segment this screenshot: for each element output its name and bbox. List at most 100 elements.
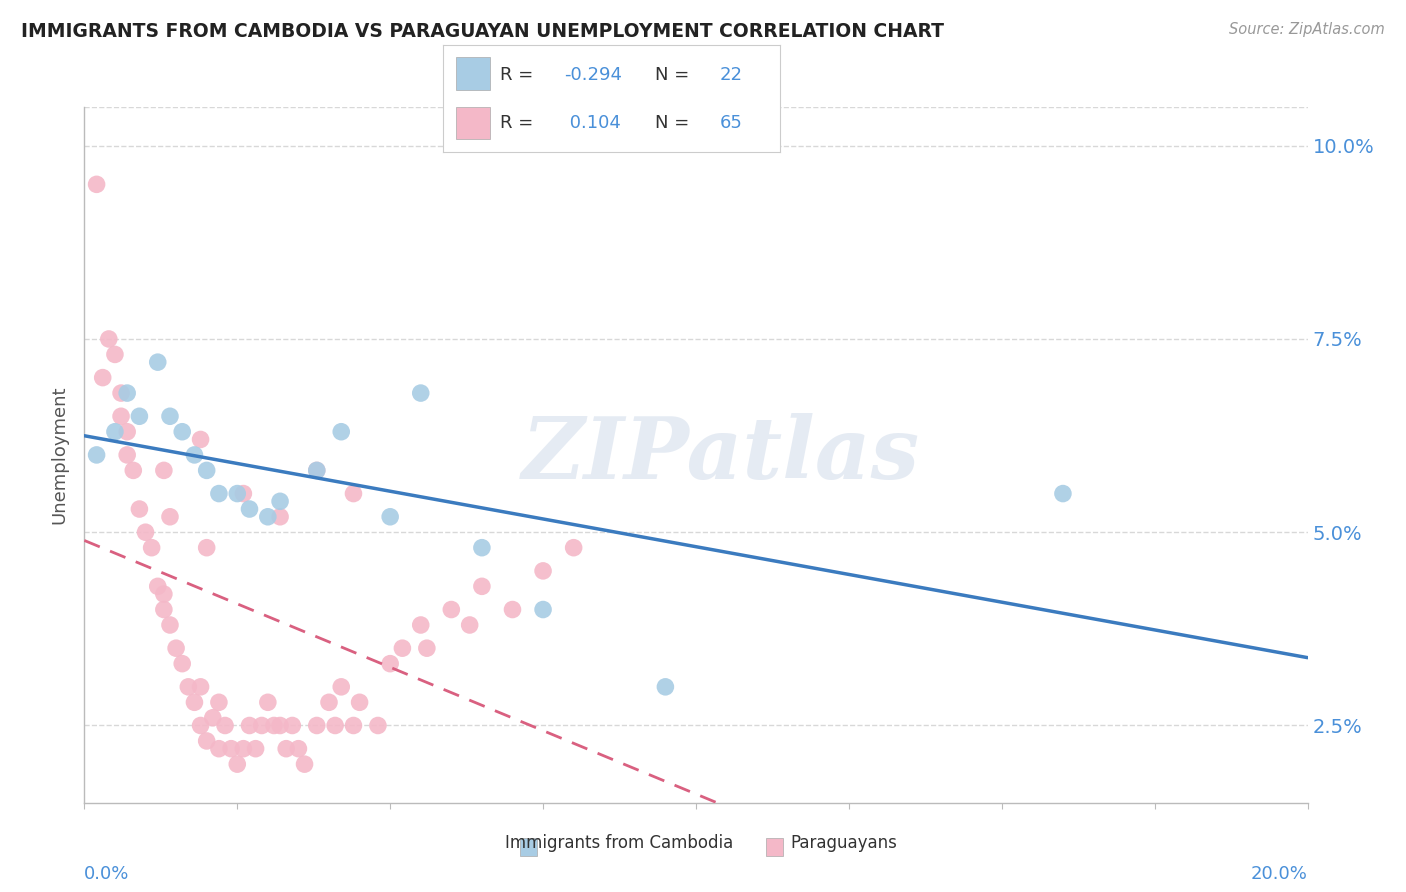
Point <box>104 347 127 361</box>
Point <box>654 680 676 694</box>
Point <box>201 711 224 725</box>
Point <box>208 741 231 756</box>
Point <box>238 718 260 732</box>
Point <box>250 718 273 732</box>
Point <box>219 741 242 756</box>
Point <box>342 486 364 500</box>
Point <box>287 741 309 756</box>
Point <box>257 695 280 709</box>
Point <box>238 502 260 516</box>
Point <box>165 641 187 656</box>
Text: 0.104: 0.104 <box>564 114 621 132</box>
Text: N =: N = <box>655 114 696 132</box>
Point <box>471 579 494 593</box>
Point <box>330 425 353 439</box>
Point <box>269 509 291 524</box>
Point <box>1052 486 1074 500</box>
Point <box>146 355 169 369</box>
Text: N =: N = <box>655 66 696 84</box>
Point <box>128 502 150 516</box>
Text: R =: R = <box>501 114 540 132</box>
Point <box>349 695 371 709</box>
Point <box>318 695 340 709</box>
Point <box>226 757 249 772</box>
Point <box>367 718 389 732</box>
Point <box>122 463 145 477</box>
Point <box>409 386 432 401</box>
Point <box>323 718 346 732</box>
Point <box>330 680 353 694</box>
Point <box>159 409 181 424</box>
Point <box>97 332 120 346</box>
Point <box>190 718 212 732</box>
Point <box>269 494 291 508</box>
Point <box>110 409 132 424</box>
Y-axis label: Unemployment: Unemployment <box>51 385 69 524</box>
Point <box>115 386 138 401</box>
Point <box>190 433 212 447</box>
Point <box>232 486 254 500</box>
Point <box>195 734 218 748</box>
Point <box>86 178 108 192</box>
Point <box>86 448 108 462</box>
Point <box>153 602 176 616</box>
Point <box>391 641 413 656</box>
Point <box>183 448 205 462</box>
Point <box>110 386 132 401</box>
Point <box>269 718 291 732</box>
Text: IMMIGRANTS FROM CAMBODIA VS PARAGUAYAN UNEMPLOYMENT CORRELATION CHART: IMMIGRANTS FROM CAMBODIA VS PARAGUAYAN U… <box>21 22 943 41</box>
Point <box>115 448 138 462</box>
Point <box>471 541 494 555</box>
Point <box>531 602 554 616</box>
Point <box>531 564 554 578</box>
Point <box>502 602 524 616</box>
Point <box>458 618 481 632</box>
Point <box>416 641 439 656</box>
Point <box>172 657 194 671</box>
Point <box>263 718 285 732</box>
Point <box>135 525 157 540</box>
Point <box>226 486 249 500</box>
Point <box>172 425 194 439</box>
Point <box>159 618 181 632</box>
Point <box>195 463 218 477</box>
Text: 22: 22 <box>720 66 742 84</box>
Point <box>305 463 328 477</box>
Point <box>245 741 267 756</box>
Point <box>159 509 181 524</box>
Point <box>104 425 127 439</box>
FancyBboxPatch shape <box>457 57 491 89</box>
Point <box>342 718 364 732</box>
Point <box>380 509 402 524</box>
Point <box>305 463 328 477</box>
Text: Immigrants from Cambodia: Immigrants from Cambodia <box>505 834 733 852</box>
Point <box>146 579 169 593</box>
Point <box>141 541 163 555</box>
Text: 20.0%: 20.0% <box>1251 864 1308 883</box>
Point <box>183 695 205 709</box>
Point <box>208 695 231 709</box>
Point <box>128 409 150 424</box>
Text: -0.294: -0.294 <box>564 66 623 84</box>
Point <box>190 680 212 694</box>
Point <box>208 486 231 500</box>
FancyBboxPatch shape <box>457 107 491 139</box>
Point <box>440 602 463 616</box>
Text: Paraguayans: Paraguayans <box>790 834 897 852</box>
Text: R =: R = <box>501 66 540 84</box>
Point <box>257 509 280 524</box>
Point <box>281 718 304 732</box>
Point <box>409 618 432 632</box>
Point <box>115 425 138 439</box>
Text: ZIPatlas: ZIPatlas <box>522 413 920 497</box>
Text: Source: ZipAtlas.com: Source: ZipAtlas.com <box>1229 22 1385 37</box>
Point <box>214 718 236 732</box>
Point <box>276 741 298 756</box>
Point <box>177 680 200 694</box>
Point <box>153 463 176 477</box>
Text: 0.0%: 0.0% <box>84 864 129 883</box>
Point <box>195 541 218 555</box>
Point <box>91 370 114 384</box>
Point <box>380 657 402 671</box>
Point <box>562 541 585 555</box>
